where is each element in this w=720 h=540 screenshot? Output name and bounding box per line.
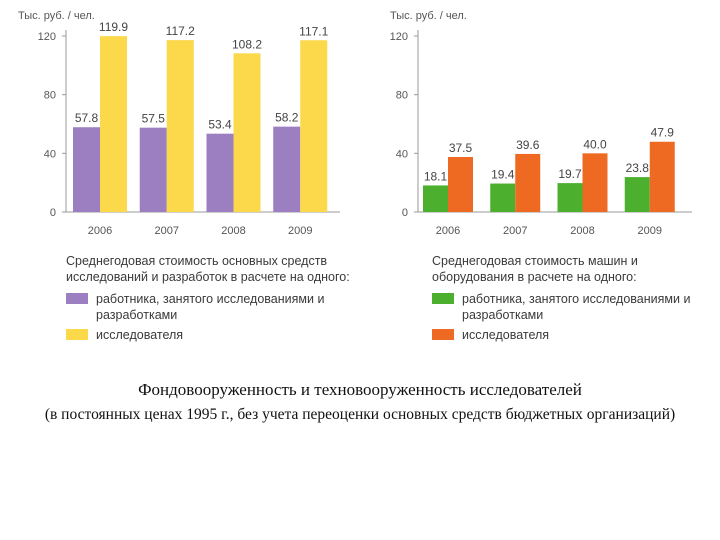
right-bar [448, 157, 473, 212]
right-legend-item-researchers: исследователя [432, 327, 717, 343]
right-data-label: 37.5 [449, 141, 473, 155]
left-legend-title: Среднегодовая стоимость основных средств… [66, 254, 350, 284]
legend-swatch-orange [432, 329, 454, 340]
left-y-tick-label: 80 [44, 90, 56, 102]
right-legend-item-workers: работника, занятого исследованиями и раз… [432, 291, 717, 323]
legend-swatch-green [432, 293, 454, 304]
left-x-tick-label: 2006 [88, 225, 112, 237]
right-bar [557, 183, 583, 212]
left-legend-label-researchers: исследователя [96, 328, 184, 342]
left-data-label: 119.9 [99, 20, 128, 34]
left-chart-svg: Тыс. руб. / чел. 0 40 80 120 57.8 119.9 2006 57.… [18, 10, 340, 237]
right-x-tick-label: 2008 [570, 225, 594, 237]
right-chart-svg: Тыс. руб. / чел. 0 40 80 120 18.137.5 2006 19.4… [390, 10, 692, 237]
left-bar [206, 133, 234, 212]
right-y-tick-label: 80 [396, 90, 408, 102]
left-data-label: 108.2 [232, 37, 262, 51]
left-x-tick-label: 2009 [288, 225, 312, 237]
right-data-label: 19.4 [491, 168, 515, 182]
right-data-label: 18.1 [424, 169, 448, 183]
left-x-tick-label: 2008 [221, 225, 245, 237]
left-bar-chart: Тыс. руб. / чел. 0 40 80 120 57.8 119.9 2006 57.… [0, 0, 370, 250]
caption-title: Фондовооруженность и техновооруженность … [138, 380, 582, 399]
right-data-label: 47.9 [651, 126, 675, 140]
right-unit-label: Тыс. руб. / чел. [390, 10, 467, 22]
right-bar [624, 177, 650, 212]
left-data-label: 117.1 [299, 24, 328, 38]
right-legend-label-workers: работника, занятого исследованиями и раз… [462, 292, 691, 322]
left-bar [300, 40, 328, 213]
right-data-label: 39.6 [516, 138, 540, 152]
right-data-label: 19.7 [558, 167, 582, 181]
right-bar [423, 185, 448, 212]
left-bar [233, 53, 261, 212]
right-data-label: 40.0 [583, 137, 607, 151]
right-bar [515, 153, 541, 212]
right-y-tick-label: 40 [396, 148, 408, 160]
right-bar [649, 141, 675, 212]
left-bar [100, 36, 127, 212]
right-bar-chart: Тыс. руб. / чел. 0 40 80 120 18.1 37.5 2006 19.4… [372, 0, 720, 250]
right-x-tick-label: 2006 [436, 225, 460, 237]
right-legend-title: Среднегодовая стоимость машин и оборудов… [432, 254, 638, 284]
right-data-label: 23.8 [626, 161, 650, 175]
left-y-tick-label: 40 [44, 148, 56, 160]
left-y-tick-label: 0 [50, 207, 56, 219]
right-x-tick-label: 2007 [503, 225, 527, 237]
right-y-tick-label: 120 [390, 31, 408, 43]
caption-subtitle: (в постоянных ценах 1995 г., без учета п… [44, 406, 676, 423]
left-data-label: 57.8 [75, 111, 99, 125]
left-x-tick-label: 2007 [155, 225, 179, 237]
right-legend-label-researchers: исследователя [462, 328, 550, 342]
right-legend: Среднегодовая стоимость машин и оборудов… [432, 253, 717, 347]
left-data-label: 58.2 [275, 111, 299, 125]
left-data-label: 57.5 [142, 112, 166, 126]
left-data-label: 53.4 [208, 118, 232, 132]
left-unit-label: Тыс. руб. / чел. [18, 10, 95, 22]
left-legend-label-workers: работника, занятого исследованиями и раз… [96, 292, 325, 322]
left-legend-item-researchers: исследователя [66, 327, 376, 343]
left-bar [139, 127, 167, 212]
right-bar [490, 183, 516, 212]
left-legend: Среднегодовая стоимость основных средств… [66, 253, 376, 347]
right-y-tick-label: 0 [402, 207, 408, 219]
left-data-label: 117.2 [166, 24, 195, 38]
legend-swatch-purple [66, 293, 88, 304]
left-bar [166, 40, 194, 213]
right-bar [582, 153, 608, 212]
left-bar [273, 126, 301, 212]
right-x-tick-label: 2009 [638, 225, 662, 237]
left-bar [73, 127, 100, 212]
left-y-tick-label: 120 [38, 31, 56, 43]
legend-swatch-yellow [66, 329, 88, 340]
left-legend-item-workers: работника, занятого исследованиями и раз… [66, 291, 376, 323]
